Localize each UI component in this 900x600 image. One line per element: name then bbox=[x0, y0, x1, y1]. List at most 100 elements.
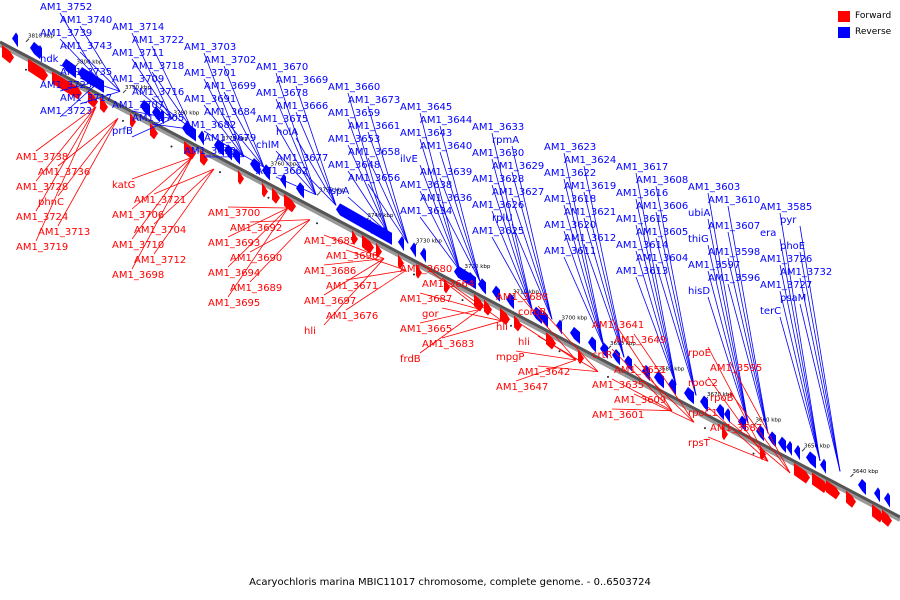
label-leader-line bbox=[295, 111, 337, 206]
tick-label: 3800 kbp bbox=[77, 59, 103, 65]
reverse-gene-arrow bbox=[570, 326, 580, 345]
label-leader-line bbox=[729, 361, 791, 474]
tick-label: 3810 kbp bbox=[28, 34, 54, 40]
label-leader-line bbox=[635, 224, 677, 385]
reverse-gene-arrow bbox=[700, 395, 708, 412]
label-leader-line bbox=[611, 318, 673, 411]
tick-label: 3790 kbp bbox=[125, 85, 151, 91]
forward-gene-label: AM1_3700 bbox=[208, 208, 260, 219]
reverse-gene-arrow bbox=[140, 99, 150, 118]
label-leader-line bbox=[633, 333, 695, 423]
label-leader-line bbox=[345, 269, 407, 281]
reverse-gene-label: prfB bbox=[112, 126, 133, 137]
label-leader-line bbox=[345, 249, 407, 271]
reverse-gene-label: AM1_3705 bbox=[132, 113, 184, 124]
tick-dot bbox=[461, 299, 464, 302]
reverse-gene-label: AM1_3670 bbox=[256, 62, 308, 73]
label-leader-line bbox=[227, 207, 289, 298]
reverse-gene-arrow bbox=[280, 173, 286, 189]
tick-dot bbox=[752, 452, 755, 455]
label-leader-line bbox=[727, 231, 769, 434]
reverse-gene-label: AM1_3619 bbox=[564, 181, 616, 192]
tick-dot bbox=[219, 171, 221, 174]
label-leader-line bbox=[295, 137, 337, 206]
tick-label: 3750 kbp bbox=[319, 187, 345, 193]
reverse-gene-arrow bbox=[30, 41, 40, 60]
tick-label: 3730 kbp bbox=[416, 239, 442, 245]
tick-mark bbox=[316, 191, 321, 196]
label-leader-line bbox=[729, 421, 791, 474]
reverse-gene-label: AM1_3645 bbox=[400, 102, 452, 113]
label-leader-line bbox=[707, 296, 749, 423]
label-leader-line bbox=[203, 78, 245, 157]
label-leader-line bbox=[153, 168, 215, 255]
reverse-gene-label: AM1_3643 bbox=[400, 128, 452, 139]
label-leader-line bbox=[707, 244, 749, 423]
reverse-gene-label: AM1_3639 bbox=[420, 167, 472, 178]
reverse-gene-label: AM1_3596 bbox=[708, 273, 760, 284]
reverse-gene-label: AM1_3691 bbox=[184, 94, 236, 105]
forward-gene-label: comB bbox=[518, 307, 546, 318]
forward-gene-arrow bbox=[100, 96, 108, 113]
reverse-gene-arrow bbox=[366, 219, 372, 235]
reverse-gene-label: AM1_3605 bbox=[636, 227, 688, 238]
forward-gene-arrow bbox=[398, 254, 404, 270]
forward-gene-label: AM1_3724 bbox=[16, 212, 68, 223]
label-leader-line bbox=[635, 276, 677, 385]
forward-gene-arrow bbox=[794, 463, 810, 484]
label-leader-line bbox=[537, 365, 599, 373]
forward-gene-arrow bbox=[184, 141, 196, 160]
label-leader-line bbox=[275, 150, 317, 196]
forward-gene-label: gor bbox=[422, 309, 439, 320]
label-leader-line bbox=[583, 191, 625, 358]
reverse-gene-label: AM1_3702 bbox=[204, 55, 256, 66]
label-leader-line bbox=[439, 151, 481, 282]
reverse-gene-label: AM1_3677 bbox=[276, 153, 328, 164]
tick-dot bbox=[413, 273, 415, 276]
label-leader-line bbox=[635, 250, 677, 385]
tick-dot bbox=[316, 222, 318, 225]
label-leader-line bbox=[799, 225, 841, 472]
label-leader-line bbox=[131, 84, 173, 120]
forward-gene-label: hli bbox=[496, 322, 508, 333]
tick-mark bbox=[25, 38, 30, 43]
label-leader-line bbox=[131, 157, 193, 210]
reverse-gene-label: AM1_3603 bbox=[688, 182, 740, 193]
legend-forward: Forward bbox=[838, 8, 891, 24]
tick-dot bbox=[704, 427, 706, 430]
forward-gene-arrow bbox=[514, 315, 522, 332]
reverse-gene-arrow bbox=[398, 236, 404, 252]
label-leader-line bbox=[35, 106, 97, 242]
forward-gene-label: AM1_3676 bbox=[326, 311, 378, 322]
reverse-gene-arrow bbox=[506, 293, 514, 310]
label-leader-line bbox=[779, 264, 821, 461]
reverse-gene-label: AM1_3638 bbox=[400, 180, 452, 191]
forward-gene-label: rpoB bbox=[710, 393, 734, 404]
reverse-gene-label: AM1_3648 bbox=[328, 160, 380, 171]
forward-gene-label: AM1_3712 bbox=[134, 255, 186, 266]
label-leader-line bbox=[203, 52, 245, 157]
reverse-gene-arrow bbox=[198, 130, 204, 146]
reverse-gene-arrow bbox=[492, 285, 500, 302]
reverse-gene-label: AM1_3666 bbox=[276, 101, 328, 112]
label-leader-line bbox=[347, 144, 389, 233]
label-leader-line bbox=[419, 112, 461, 271]
reverse-gene-label: terC bbox=[760, 306, 781, 317]
label-leader-line bbox=[275, 176, 317, 196]
label-leader-line bbox=[227, 207, 289, 238]
reverse-gene-label: lspA bbox=[328, 186, 349, 197]
chromosome-axis bbox=[0, 40, 900, 519]
label-leader-line bbox=[419, 308, 481, 324]
forward-gene-label: rpoC2 bbox=[688, 378, 718, 389]
forward-gene-arrow bbox=[28, 58, 48, 82]
label-leader-line bbox=[57, 118, 119, 227]
forward-gene-arrow bbox=[882, 509, 892, 527]
tick-label: 3710 kbp bbox=[513, 290, 539, 296]
label-leader-line bbox=[515, 290, 577, 361]
label-leader-line bbox=[367, 157, 409, 244]
reverse-gene-label: AM1_3673 bbox=[348, 95, 400, 106]
reverse-gene-label: AM1_3660 bbox=[328, 82, 380, 93]
forward-gene-label: AM1_3647 bbox=[496, 382, 548, 393]
label-leader-line bbox=[345, 269, 407, 311]
